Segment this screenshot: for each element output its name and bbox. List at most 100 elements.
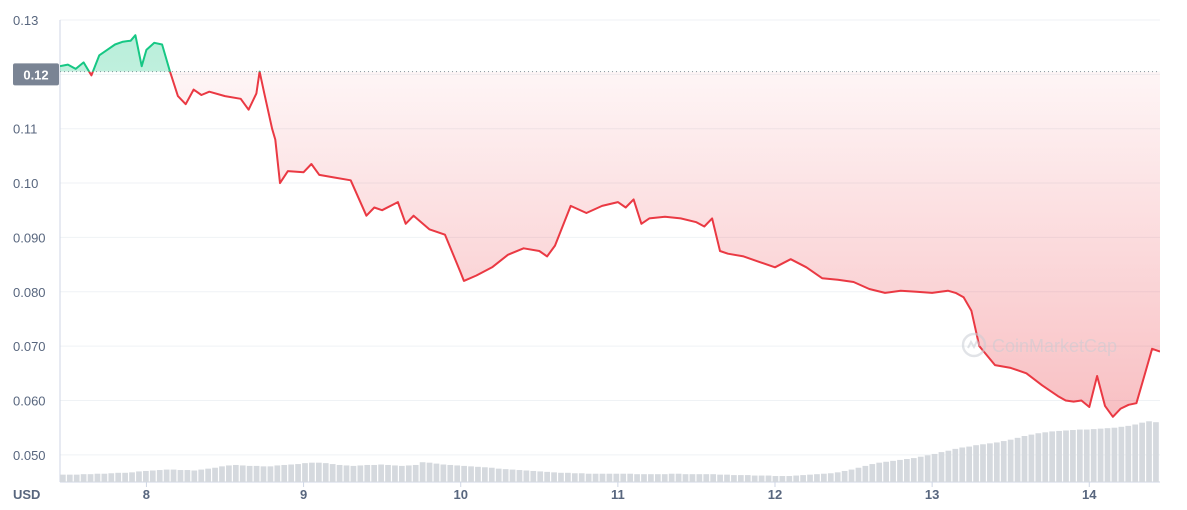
volume-bar bbox=[1104, 428, 1111, 482]
volume-bar bbox=[883, 461, 889, 482]
volume-bar bbox=[136, 471, 142, 482]
volume-bar bbox=[682, 474, 689, 482]
volume-bar bbox=[1070, 430, 1076, 482]
volume-bar bbox=[80, 474, 87, 482]
volume-bar bbox=[426, 462, 433, 482]
volume-bar bbox=[530, 470, 537, 482]
x-tick-label: 11 bbox=[611, 487, 625, 502]
volume-bar bbox=[281, 464, 288, 482]
volume-bar bbox=[322, 463, 329, 482]
watermark-text: CoinMarketCap bbox=[992, 336, 1117, 356]
volume-bar bbox=[1153, 422, 1159, 482]
volume-bar bbox=[537, 471, 544, 482]
volume-bar bbox=[966, 446, 973, 482]
volume-bar bbox=[385, 464, 391, 482]
volume-bar bbox=[565, 472, 571, 482]
volume-bar bbox=[482, 467, 488, 482]
volume-bar bbox=[143, 470, 149, 482]
volume-bar bbox=[620, 473, 627, 482]
volume-bar bbox=[156, 470, 163, 482]
volume-bar bbox=[931, 453, 938, 482]
y-tick-label: 0.080 bbox=[13, 285, 46, 300]
volume-bar bbox=[544, 471, 550, 482]
volume-bar bbox=[641, 474, 647, 482]
volume-bar bbox=[267, 466, 274, 482]
volume-bar bbox=[980, 444, 986, 482]
volume-bar bbox=[302, 463, 308, 482]
volume-bar bbox=[744, 475, 751, 482]
volume-bar bbox=[973, 445, 979, 482]
volume-bar bbox=[412, 464, 419, 482]
volume-bar bbox=[260, 466, 267, 482]
volume-bar bbox=[654, 474, 661, 482]
y-axis: 0.13 0.11 0.10 0.090 0.080 0.070 0.060 0.050 bbox=[13, 13, 46, 463]
volume-bar bbox=[392, 465, 398, 482]
volume-bar bbox=[731, 475, 737, 482]
volume-bar bbox=[475, 466, 481, 482]
volume-bar bbox=[170, 469, 177, 482]
volume-bar bbox=[779, 476, 786, 482]
volume-bar bbox=[288, 464, 295, 482]
x-axis: 8 9 10 11 12 13 14 bbox=[143, 482, 1097, 502]
volume-bar bbox=[758, 475, 765, 482]
volume-bar bbox=[129, 472, 135, 482]
volume-bar bbox=[959, 447, 966, 482]
volume-bar bbox=[440, 464, 447, 482]
current-price-label: 0.12 bbox=[23, 67, 48, 82]
volume-bar bbox=[661, 474, 668, 482]
volume-bar bbox=[751, 475, 758, 482]
volume-bar bbox=[357, 465, 364, 482]
volume-bar bbox=[108, 473, 115, 482]
volume-bar bbox=[814, 474, 820, 482]
volume-bar bbox=[592, 473, 599, 482]
volume-bar bbox=[938, 452, 945, 482]
volume-bar bbox=[551, 472, 557, 482]
volume-bar bbox=[94, 473, 101, 482]
volume-bar bbox=[924, 455, 931, 482]
volume-bar bbox=[253, 465, 260, 482]
volume-bar bbox=[198, 469, 205, 482]
volume-bar bbox=[433, 463, 440, 482]
volume-bar bbox=[993, 442, 1000, 482]
volume-bar bbox=[890, 460, 896, 482]
volume-bar bbox=[1111, 427, 1118, 482]
x-tick-label: 12 bbox=[768, 487, 782, 502]
volume-bar bbox=[315, 462, 322, 482]
volume-bar bbox=[1118, 426, 1125, 482]
y-tick-label: 0.090 bbox=[13, 230, 46, 245]
volume-bar bbox=[246, 465, 253, 482]
volume-bar bbox=[461, 465, 467, 482]
volume-bar bbox=[149, 470, 156, 482]
volume-bar bbox=[343, 465, 350, 482]
volume-bar bbox=[212, 467, 218, 482]
volume-bar bbox=[1090, 429, 1097, 482]
volume-bar bbox=[226, 465, 232, 482]
volume-bar bbox=[668, 473, 675, 482]
volume-bar bbox=[952, 448, 959, 482]
volume-bar bbox=[232, 464, 239, 482]
volume-bar bbox=[1125, 425, 1132, 482]
volume-bar bbox=[862, 465, 869, 482]
price-line-below-reference bbox=[87, 71, 1160, 418]
x-tick-label: 14 bbox=[1082, 487, 1097, 502]
volume-bar bbox=[1056, 430, 1062, 482]
volume-bar bbox=[696, 474, 703, 482]
volume-bar bbox=[101, 473, 108, 482]
volume-bar bbox=[1132, 424, 1139, 482]
volume-bar bbox=[834, 472, 841, 482]
volume-bar bbox=[371, 464, 378, 482]
current-price-badge: 0.12 bbox=[13, 63, 59, 86]
volume-bar bbox=[904, 459, 910, 482]
volume-bar bbox=[578, 473, 585, 482]
x-tick-label: 13 bbox=[925, 487, 939, 502]
volume-bar bbox=[1021, 436, 1028, 482]
volume-bar bbox=[1146, 421, 1152, 482]
volume-bar bbox=[627, 473, 634, 482]
volume-bar bbox=[163, 469, 170, 482]
volume-bar bbox=[405, 465, 412, 482]
y-tick-label: 0.060 bbox=[13, 393, 46, 408]
y-tick-label: 0.11 bbox=[13, 122, 37, 137]
volume-bar bbox=[309, 462, 315, 482]
volume-bar bbox=[1083, 429, 1090, 482]
